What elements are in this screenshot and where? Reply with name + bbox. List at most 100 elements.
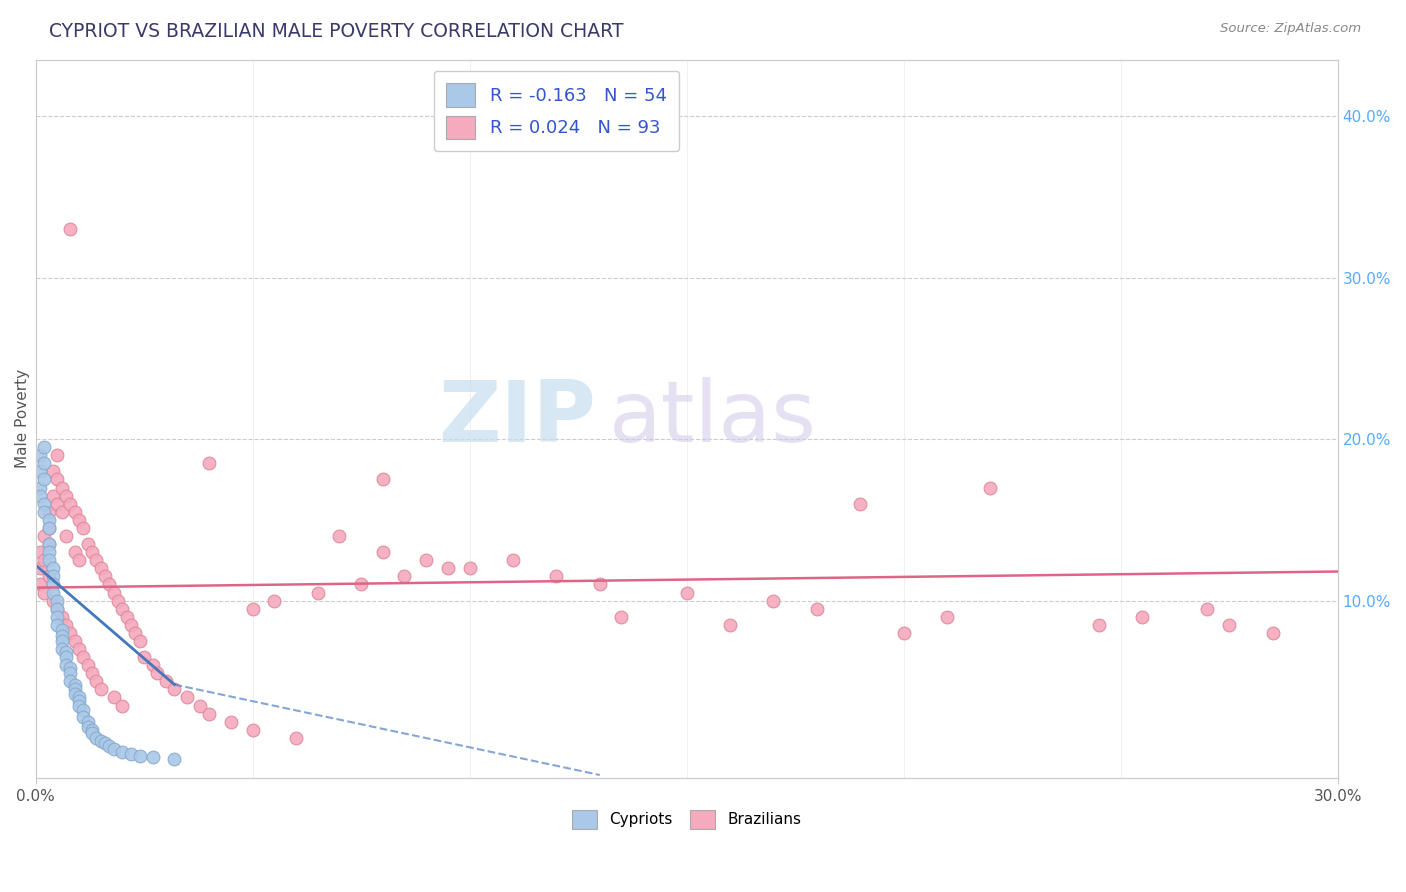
Point	[98, 739, 121, 753]
Point	[63, 687, 86, 701]
Point	[42, 464, 65, 478]
Point	[163, 752, 186, 766]
Point	[55, 529, 77, 543]
Point	[371, 473, 394, 487]
Point	[371, 545, 394, 559]
Point	[67, 698, 90, 713]
Point	[437, 561, 460, 575]
Point	[59, 661, 82, 675]
Point	[350, 577, 373, 591]
Point	[67, 513, 90, 527]
Point	[51, 642, 73, 657]
Point	[51, 623, 73, 637]
Point	[38, 553, 60, 567]
Point	[38, 513, 60, 527]
Point	[42, 577, 65, 591]
Point	[128, 748, 150, 763]
Point	[307, 585, 329, 599]
Point	[46, 473, 69, 487]
Point	[46, 497, 69, 511]
Point	[51, 505, 73, 519]
Point	[42, 585, 65, 599]
Point	[86, 674, 108, 689]
Point	[1197, 601, 1219, 615]
Point	[76, 537, 98, 551]
Point	[55, 650, 77, 665]
Point	[42, 561, 65, 575]
Point	[415, 553, 437, 567]
Point	[28, 448, 51, 462]
Point	[80, 726, 103, 740]
Point	[72, 703, 94, 717]
Point	[806, 601, 828, 615]
Point	[142, 658, 165, 673]
Point	[28, 489, 51, 503]
Point	[103, 742, 125, 756]
Point	[46, 601, 69, 615]
Text: CYPRIOT VS BRAZILIAN MALE POVERTY CORRELATION CHART: CYPRIOT VS BRAZILIAN MALE POVERTY CORREL…	[49, 22, 624, 41]
Point	[90, 734, 112, 748]
Point	[32, 585, 55, 599]
Point	[51, 634, 73, 648]
Point	[67, 694, 90, 708]
Point	[103, 585, 125, 599]
Text: ZIP: ZIP	[437, 377, 596, 460]
Point	[32, 553, 55, 567]
Point	[675, 585, 697, 599]
Point	[103, 690, 125, 705]
Point	[502, 553, 524, 567]
Point	[718, 617, 741, 632]
Point	[94, 736, 117, 750]
Point	[51, 609, 73, 624]
Point	[59, 497, 82, 511]
Point	[285, 731, 308, 745]
Point	[849, 497, 872, 511]
Point	[28, 577, 51, 591]
Point	[38, 521, 60, 535]
Point	[72, 650, 94, 665]
Point	[59, 222, 82, 236]
Point	[589, 577, 612, 591]
Point	[1088, 617, 1111, 632]
Legend: Cypriots, Brazilians: Cypriots, Brazilians	[567, 804, 807, 835]
Point	[28, 464, 51, 478]
Point	[63, 545, 86, 559]
Point	[94, 569, 117, 583]
Point	[263, 593, 285, 607]
Point	[219, 714, 242, 729]
Point	[72, 521, 94, 535]
Point	[42, 593, 65, 607]
Point	[63, 677, 86, 691]
Point	[198, 456, 221, 470]
Point	[394, 569, 416, 583]
Point	[146, 666, 169, 681]
Point	[67, 690, 90, 705]
Point	[63, 505, 86, 519]
Y-axis label: Male Poverty: Male Poverty	[15, 369, 30, 468]
Point	[80, 723, 103, 737]
Point	[80, 666, 103, 681]
Point	[115, 609, 138, 624]
Point	[120, 617, 142, 632]
Point	[55, 489, 77, 503]
Point	[46, 593, 69, 607]
Point	[38, 545, 60, 559]
Point	[59, 626, 82, 640]
Point	[155, 674, 177, 689]
Point	[32, 473, 55, 487]
Point	[86, 553, 108, 567]
Point	[42, 489, 65, 503]
Point	[38, 505, 60, 519]
Point	[163, 682, 186, 697]
Point	[76, 714, 98, 729]
Point	[1218, 617, 1240, 632]
Point	[76, 658, 98, 673]
Point	[63, 634, 86, 648]
Point	[242, 723, 264, 737]
Point	[28, 545, 51, 559]
Point	[55, 617, 77, 632]
Point	[55, 645, 77, 659]
Point	[98, 577, 121, 591]
Point	[59, 674, 82, 689]
Point	[120, 747, 142, 761]
